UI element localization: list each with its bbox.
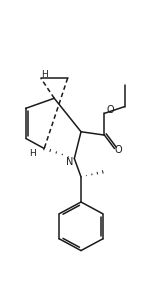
Text: H: H [29,149,36,158]
Text: O: O [107,105,114,115]
Text: H: H [41,70,48,79]
Text: O: O [115,145,123,155]
Text: N: N [66,157,74,167]
